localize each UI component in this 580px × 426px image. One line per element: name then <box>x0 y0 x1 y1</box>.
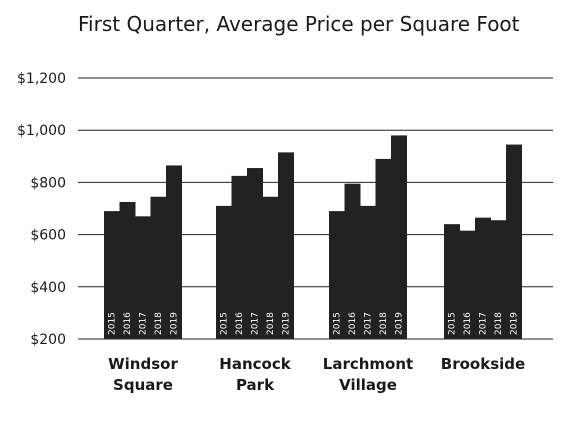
bar <box>459 230 476 339</box>
bar-year-label: 2019 <box>170 312 180 335</box>
category-label: Square <box>113 376 173 394</box>
y-tick-label: $200 <box>30 332 66 348</box>
category-label: Village <box>339 376 397 394</box>
category-label: Hancock <box>219 355 291 373</box>
bar <box>278 152 294 339</box>
bar <box>119 201 136 339</box>
y-tick-label: $1,200 <box>17 71 66 87</box>
bar <box>262 196 279 339</box>
bar-year-label: 2018 <box>266 312 276 335</box>
category-label: Larchmont <box>323 355 413 373</box>
bar <box>104 211 120 339</box>
bar-year-label: 2016 <box>123 312 133 335</box>
bar-year-label: 2015 <box>108 312 118 335</box>
bars <box>104 135 522 339</box>
y-tick-label: $400 <box>30 280 66 296</box>
bar-year-label: 2016 <box>348 312 358 335</box>
bar-year-label: 2019 <box>282 312 292 335</box>
bar-year-label: 2018 <box>154 312 164 335</box>
labels: $200 $400 $600 $800 $1,000 $1,200 2015 2016 2017… <box>17 71 525 394</box>
bar-year-label: 2018 <box>494 312 504 335</box>
bar-year-label: 2019 <box>395 312 405 335</box>
bar <box>506 144 522 339</box>
category-label: Park <box>236 376 275 394</box>
chart-title: First Quarter, Average Price per Square … <box>78 12 520 36</box>
bar-year-label: 2017 <box>479 312 489 335</box>
bar <box>391 135 407 339</box>
bar <box>475 217 491 339</box>
bar-year-label: 2015 <box>220 312 230 335</box>
y-tick-label: $600 <box>30 228 66 244</box>
bar <box>329 211 345 339</box>
bar <box>150 196 167 339</box>
bar <box>247 168 263 339</box>
y-tick-label: $1,000 <box>17 123 66 139</box>
bar-year-label: 2015 <box>448 312 458 335</box>
bar <box>344 183 361 339</box>
bar <box>216 205 232 339</box>
bar-year-label: 2017 <box>139 312 149 335</box>
bar-year-label: 2016 <box>463 312 473 335</box>
bar <box>490 220 507 339</box>
category-label: Windsor <box>108 355 178 373</box>
category-label: Brookside <box>441 355 525 373</box>
y-tick-label: $800 <box>30 175 66 191</box>
bar <box>135 216 151 339</box>
bar-year-label: 2017 <box>251 312 261 335</box>
bar <box>166 165 182 339</box>
bar-year-label: 2019 <box>510 312 520 335</box>
bar <box>375 158 392 339</box>
bar-year-label: 2017 <box>364 312 374 335</box>
bar-year-label: 2016 <box>235 312 245 335</box>
bar-year-label: 2015 <box>333 312 343 335</box>
bar <box>444 224 460 339</box>
bar <box>360 205 376 339</box>
bar <box>231 175 248 339</box>
bar-year-label: 2018 <box>379 312 389 335</box>
